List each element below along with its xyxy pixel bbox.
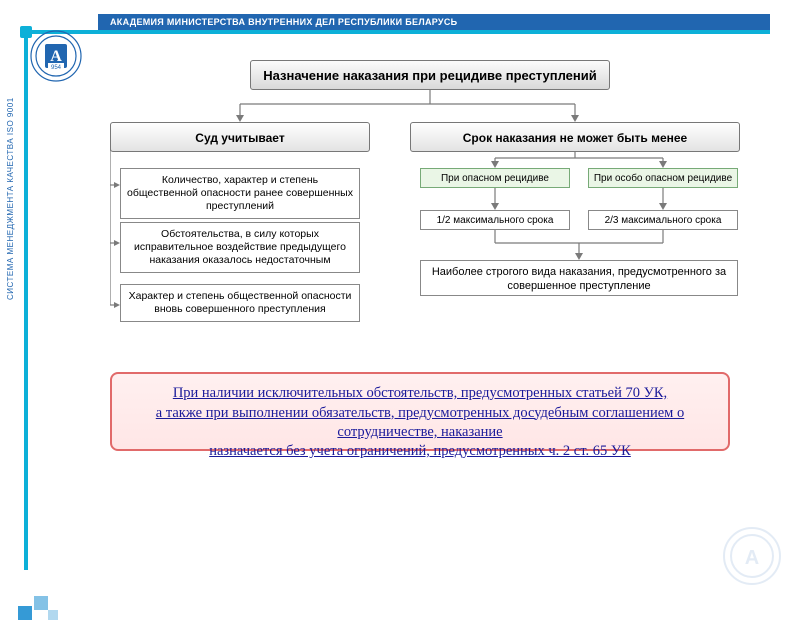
callout-line1: При наличии исключительных обстоятельств… bbox=[173, 385, 667, 401]
frame-top bbox=[24, 30, 770, 34]
root-node: Назначение наказания при рецидиве престу… bbox=[250, 60, 610, 90]
svg-text:А: А bbox=[745, 547, 759, 569]
side-iso-label: СИСТЕМА МЕНЕДЖМЕНТА КАЧЕСТВА ISO 9001 bbox=[6, 97, 15, 300]
frame-left bbox=[24, 30, 28, 570]
callout-line2: а также при выполнении обязательств, пре… bbox=[156, 405, 684, 441]
leaf-circumstances: Обстоятельства, в силу которых исправите… bbox=[120, 222, 360, 273]
frac-two-thirds: 2/3 максимального срока bbox=[588, 210, 738, 230]
org-header: АКАДЕМИЯ МИНИСТЕРСТВА ВНУТРЕННИХ ДЕЛ РЕС… bbox=[98, 14, 770, 30]
leaf-prior-crimes: Количество, характер и степень обществен… bbox=[120, 168, 360, 219]
svg-text:954: 954 bbox=[51, 65, 62, 71]
exception-callout: При наличии исключительных обстоятельств… bbox=[110, 372, 730, 451]
watermark-logo-icon: А bbox=[722, 526, 782, 586]
logo-badge: А 954 bbox=[30, 30, 82, 82]
branch-min-term: Срок наказания не может быть менее bbox=[410, 122, 740, 152]
callout-tail: назначается без учета ограничений, преду… bbox=[209, 443, 631, 459]
joined-strictest: Наиболее строгого вида наказания, предус… bbox=[420, 260, 738, 296]
branch-court-considers: Суд учитывает bbox=[110, 122, 370, 152]
exception-tail: назначается без учета ограничений, преду… bbox=[110, 442, 730, 462]
green-dangerous: При опасном рецидиве bbox=[420, 168, 570, 188]
frac-half: 1/2 максимального срока bbox=[420, 210, 570, 230]
green-especially-dangerous: При особо опасном рецидиве bbox=[588, 168, 738, 188]
leaf-new-crime: Характер и степень общественной опасност… bbox=[120, 284, 360, 322]
svg-text:А: А bbox=[50, 48, 62, 65]
